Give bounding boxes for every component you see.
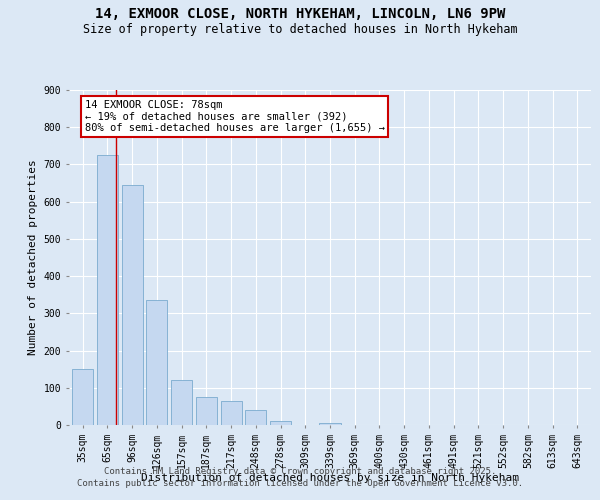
Bar: [270, 422, 291, 425]
Y-axis label: Number of detached properties: Number of detached properties: [28, 160, 38, 356]
Bar: [122, 185, 143, 425]
Bar: [72, 369, 93, 425]
Text: Contains public sector information licensed under the Open Government Licence v3: Contains public sector information licen…: [77, 478, 523, 488]
Text: Contains HM Land Registry data © Crown copyright and database right 2025.: Contains HM Land Registry data © Crown c…: [104, 467, 496, 476]
Bar: [196, 397, 217, 425]
X-axis label: Distribution of detached houses by size in North Hykeham: Distribution of detached houses by size …: [141, 474, 519, 484]
Bar: [146, 300, 167, 425]
Text: 14, EXMOOR CLOSE, NORTH HYKEHAM, LINCOLN, LN6 9PW: 14, EXMOOR CLOSE, NORTH HYKEHAM, LINCOLN…: [95, 8, 505, 22]
Text: 14 EXMOOR CLOSE: 78sqm
← 19% of detached houses are smaller (392)
80% of semi-de: 14 EXMOOR CLOSE: 78sqm ← 19% of detached…: [85, 100, 385, 133]
Bar: [171, 380, 192, 425]
Bar: [97, 155, 118, 425]
Bar: [319, 423, 341, 425]
Bar: [245, 410, 266, 425]
Text: Size of property relative to detached houses in North Hykeham: Size of property relative to detached ho…: [83, 22, 517, 36]
Bar: [221, 401, 242, 425]
